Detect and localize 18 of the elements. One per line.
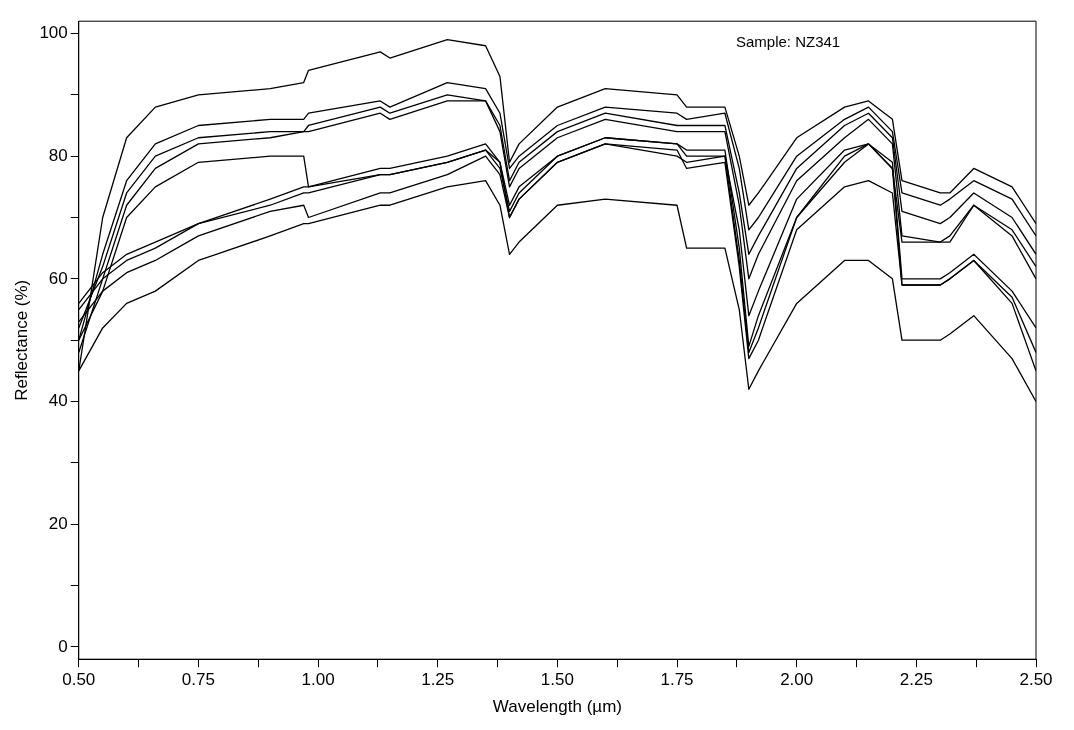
x-tick-label: 0.75 xyxy=(181,670,215,690)
x-tick-label: 2.25 xyxy=(899,670,933,690)
x-tick-label: 2.00 xyxy=(780,670,814,690)
y-axis-title: Reflectance (%) xyxy=(11,279,31,401)
x-tick-label: 1.50 xyxy=(540,670,574,690)
y-tick-label: 40 xyxy=(48,391,68,411)
y-tick-label: 0 xyxy=(58,636,68,656)
x-tick-label: 1.75 xyxy=(660,670,694,690)
x-axis-title: Wavelength (µm) xyxy=(492,697,622,717)
y-tick-label: 100 xyxy=(39,23,68,43)
x-tick-label: 0.50 xyxy=(62,670,96,690)
annotation: Sample: NZ341 xyxy=(736,32,841,50)
x-tick-label: 1.00 xyxy=(301,670,335,690)
x-tick-label: 2.50 xyxy=(1019,670,1053,690)
y-tick-label: 20 xyxy=(48,513,68,533)
y-tick-label: 60 xyxy=(48,268,68,288)
y-tick-label: 80 xyxy=(48,145,68,165)
x-tick-label: 1.25 xyxy=(421,670,455,690)
